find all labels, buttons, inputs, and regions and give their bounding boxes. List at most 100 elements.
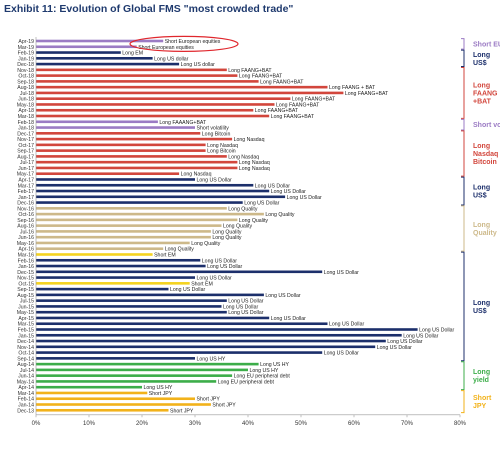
x-tick-label: 80% [454, 421, 467, 427]
category-label: Sep-15 [17, 287, 34, 293]
bar-label: Long Quality [165, 247, 195, 253]
bar-label: Short volatility [197, 126, 230, 132]
bar-label: Long FAANG+BAT [292, 97, 336, 103]
group-label: JPY [473, 403, 487, 410]
bar-label: Short JPY [197, 397, 221, 403]
bar [36, 333, 402, 337]
group-bracket [461, 390, 465, 414]
bar [36, 137, 233, 141]
bar [36, 207, 227, 210]
group-label: Long [473, 52, 490, 59]
bar [36, 126, 195, 129]
x-tick-label: 70% [401, 421, 414, 427]
x-tick-label: 50% [295, 421, 308, 427]
group-label: Long [473, 82, 490, 89]
category-label: Feb-19 [18, 51, 35, 57]
bar-label: Long FAANG+BAT [271, 114, 315, 120]
category-label: Jan-14 [18, 403, 34, 409]
bar-label: Long Bitcoin [207, 149, 236, 155]
group-label: Nasdaq [473, 151, 498, 158]
bar-label: Short European equities [138, 45, 194, 51]
group-label: Long [473, 300, 490, 307]
bar-label: Long Quality [191, 241, 221, 247]
x-tick-label: 30% [189, 421, 202, 427]
category-label: Mar-14 [18, 391, 35, 397]
bar-label: Short European equities [165, 39, 221, 45]
category-label: Mar-17 [18, 183, 35, 189]
category-label: Apr-17 [18, 177, 34, 183]
group-label: US$ [473, 193, 487, 200]
bar-label: Long FAANG+BAT [260, 79, 304, 85]
bar-label: Long Nasdaq [228, 154, 259, 160]
group-label: US$ [473, 60, 487, 67]
category-label: Dec-15 [17, 270, 34, 276]
bar-label: Long FAANG+BAT [345, 91, 389, 97]
category-label: Aug-14 [17, 362, 34, 368]
category-label: Nov-14 [17, 345, 34, 351]
bar-label: Long US Dollar [228, 310, 263, 316]
bar-label: Long Nasdaq [234, 137, 265, 143]
bar-label: Long US HY [260, 362, 289, 368]
bar-label: Long Quality [239, 218, 269, 224]
bar [36, 103, 275, 106]
group-label: Short vol [473, 122, 500, 129]
bar-label: Long Quality [212, 235, 242, 241]
category-label: Oct-17 [18, 143, 34, 149]
bar [36, 172, 180, 176]
bar-label: Short JPY [149, 391, 173, 397]
bar-label: Long Quality [212, 229, 242, 235]
bar-label: Long US Dollar [387, 339, 422, 345]
category-label: Nov-17 [17, 137, 34, 143]
category-label: Aug-18 [17, 85, 34, 91]
bar-label: Short EM [154, 252, 176, 258]
bar [36, 62, 180, 66]
bar [36, 328, 418, 331]
category-label: Jul-18 [20, 91, 34, 97]
bar-label: Long US Dollar [271, 316, 306, 322]
bar [36, 299, 227, 302]
category-label: Feb-18 [18, 120, 35, 126]
group-bracket [461, 251, 465, 362]
bar [36, 391, 148, 395]
bar [36, 108, 254, 112]
bar-label: Long Quality [223, 224, 253, 230]
bar-label: Long US Dollar [223, 304, 258, 310]
bar [36, 351, 323, 354]
category-label: Jan-15 [18, 333, 34, 339]
bar-label: Long US Dollar [419, 328, 454, 334]
bar [36, 91, 344, 95]
bar-label: Long US Dollar [197, 276, 232, 282]
bar-label: Long US Dollar [207, 264, 242, 270]
bar [36, 270, 323, 274]
bar-label: Long FAANG+BAT [228, 68, 272, 74]
category-label: Nov-18 [17, 68, 34, 74]
bar [36, 183, 254, 187]
bar-label: Long FAANG+BAT [255, 108, 299, 114]
x-tick-label: 60% [348, 421, 361, 427]
category-label: Sep-14 [17, 356, 34, 362]
bar-label: Long Quality [228, 206, 258, 212]
x-tick-label: 0% [32, 421, 41, 427]
bar [36, 120, 158, 124]
highlight-layer [129, 35, 239, 52]
category-label: Apr-14 [18, 385, 34, 391]
bar [36, 374, 233, 377]
category-label: Aug-17 [17, 154, 34, 160]
category-label: Sep-17 [17, 149, 34, 155]
bar-label: Short JPY [170, 408, 194, 414]
bar-label: Long Nasdaq [239, 166, 270, 172]
category-label: Mar-16 [18, 252, 35, 258]
bar [36, 235, 211, 239]
bar-label: Long Bitcoin [202, 131, 231, 137]
chart-title: Exhibit 11: Evolution of Global FMS "mos… [4, 3, 294, 15]
bar [36, 218, 238, 222]
bar-label: Long FAANG+BAT [239, 74, 283, 80]
category-label: Dec-13 [17, 408, 34, 414]
category-label: Apr-15 [18, 316, 34, 322]
bar-label: Long US Dollar [324, 351, 359, 357]
bar [36, 316, 270, 320]
bar [36, 97, 291, 100]
category-label: Dec-14 [17, 339, 34, 345]
bar-label: Long US Dollar [265, 293, 300, 299]
bar-label: Long US Dollar [170, 287, 205, 293]
